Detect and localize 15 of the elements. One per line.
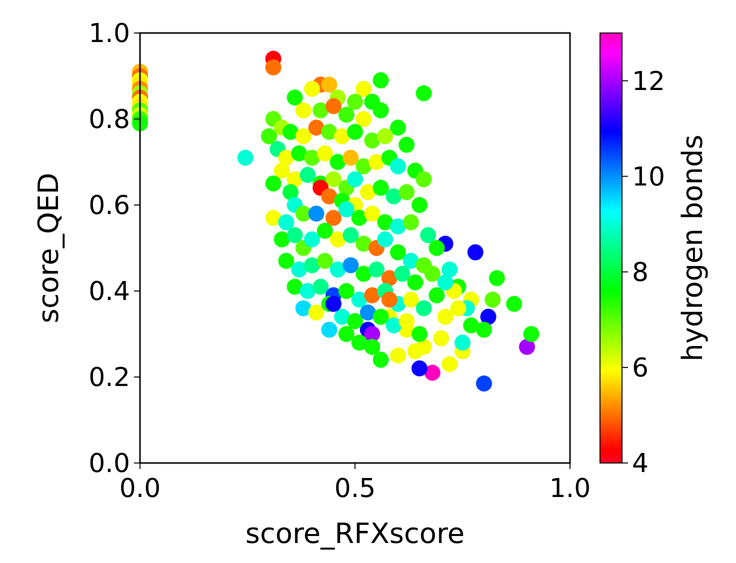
color-bar-label: 4 bbox=[632, 449, 649, 479]
y-tick-label: 0.2 bbox=[88, 363, 130, 393]
y-tick-label: 0.6 bbox=[88, 191, 130, 221]
color-bar-label: 10 bbox=[632, 162, 666, 192]
y-tick-label: 0.8 bbox=[88, 105, 130, 135]
x-tick-label: 1.0 bbox=[549, 474, 591, 504]
color-bar-label: 12 bbox=[632, 66, 666, 97]
color-bar-label: 8 bbox=[632, 258, 649, 288]
x-axis-title: score_RFXscore bbox=[245, 517, 465, 550]
y-axis-title: score_QED bbox=[32, 172, 65, 324]
x-tick-label: 0.5 bbox=[334, 474, 376, 504]
color-bar-label: 6 bbox=[632, 353, 649, 384]
y-tick-label: 1.0 bbox=[88, 19, 130, 49]
y-tick-label: 0.4 bbox=[88, 277, 130, 307]
color-bar-title: hydrogen bonds bbox=[676, 134, 709, 362]
